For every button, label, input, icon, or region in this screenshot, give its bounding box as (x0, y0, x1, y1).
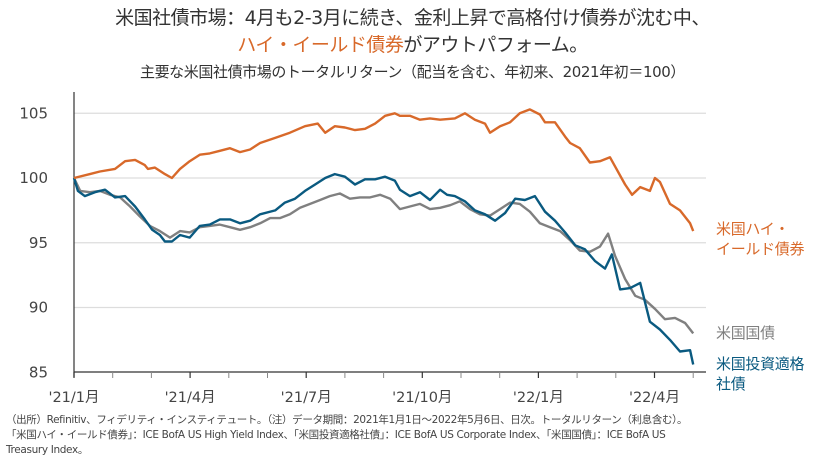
label-investment-grade-line2: 社債 (716, 375, 746, 393)
footnote-line3: Treasury Index。 (6, 444, 89, 456)
chart-title-line2: ハイ・イールド債券がアウトパフォーム。 (0, 33, 825, 57)
x-axis-ticks: '21/1月 '21/4月 '21/7月 '21/10月 '22/1月 '22/4月 (48, 372, 694, 406)
footnote-line2: 「米国ハイ・イールド債券」：ICE BofA US High Yield Ind… (6, 429, 666, 441)
footnote: （出所）Refinitiv、フィデリティ・インスティテュート。（注）データ期間：… (6, 413, 821, 458)
y-tick-label: 105 (19, 104, 48, 122)
footnote-line1: （出所）Refinitiv、フィデリティ・インスティテュート。（注）データ期間：… (6, 414, 688, 426)
y-tick-label: 95 (29, 234, 48, 252)
x-tick-label: '21/7月 (281, 390, 332, 406)
label-treasury: 米国国債 (716, 324, 775, 342)
y-tick-label: 100 (19, 169, 48, 187)
label-investment-grade-line1: 米国投資適格 (716, 355, 805, 373)
x-tick-label: '21/4月 (165, 390, 216, 406)
y-tick-label: 85 (29, 363, 48, 381)
y-axis-ticks: 85 90 95 100 105 (19, 104, 48, 381)
x-tick-label: '22/1月 (513, 390, 564, 406)
gridlines (74, 112, 706, 309)
series-line-investment-grade (72, 172, 695, 365)
x-tick-label: '22/4月 (629, 390, 680, 406)
series-lines (72, 108, 695, 365)
x-tick-label: '21/10月 (392, 390, 452, 406)
x-tick-label: '21/1月 (48, 390, 99, 406)
label-high-yield: 米国ハイ・ イールド債券 (716, 219, 816, 259)
series-line-high-yield (73, 108, 695, 232)
chart-title-line1: 米国社債市場：4月も2-3月に続き、金利上昇で高格付け債券が沈む中、 (115, 7, 710, 29)
chart-subtitle: 主要な米国社債市場のトータルリターン（配当を含む、年初来、2021年初＝100） (139, 63, 686, 81)
axes (73, 92, 706, 377)
label-high-yield-line2: イールド債券 (716, 240, 805, 258)
title-highlight: ハイ・イールド債券 (237, 34, 404, 56)
label-high-yield-line1: 米国ハイ・ (716, 220, 790, 238)
series-line-treasury (72, 177, 695, 335)
y-tick-label: 90 (29, 299, 48, 317)
label-investment-grade: 米国投資適格 社債 (716, 354, 816, 394)
title-rest: がアウトパフォーム。 (403, 34, 588, 56)
